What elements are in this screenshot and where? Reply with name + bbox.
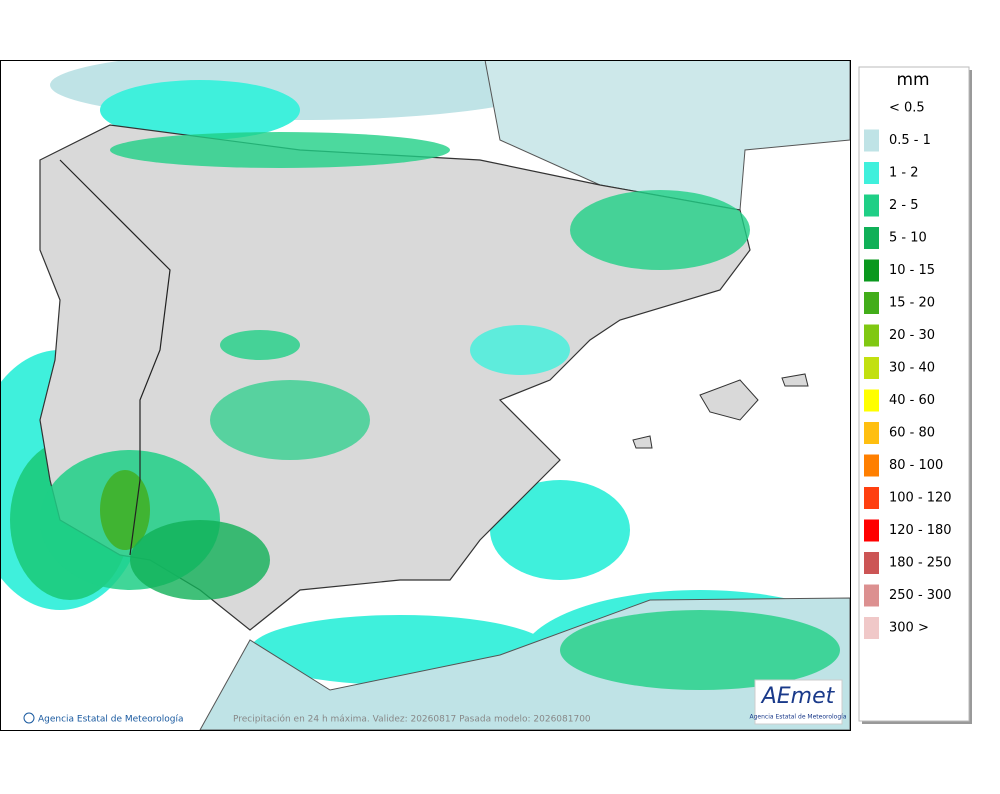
legend-swatch: [864, 227, 879, 249]
legend-label: 60 - 80: [889, 426, 935, 441]
legend-swatch: [864, 162, 879, 184]
legend-label: 2 - 5: [889, 198, 919, 213]
legend-swatch: [864, 389, 879, 412]
map: [1, 60, 850, 730]
logo-subtitle: Agencia Estatal de Meteorología: [750, 714, 847, 721]
legend-swatch: [864, 259, 879, 282]
copyright-icon: [23, 712, 35, 724]
legend-swatch: [864, 487, 879, 509]
legend-label: 1 - 2: [889, 166, 919, 181]
legend-label: 80 - 100: [889, 458, 943, 473]
legend-swatch: [864, 357, 879, 379]
legend-label: 20 - 30: [889, 328, 935, 343]
legend-label: 300 >: [889, 621, 929, 636]
legend-swatch: [864, 617, 879, 639]
legend-swatch: [864, 129, 879, 152]
legend-swatch: [864, 324, 879, 347]
legend-label: 40 - 60: [889, 393, 935, 408]
legend-label: 15 - 20: [889, 296, 935, 311]
legend-swatch: [864, 552, 879, 574]
legend-swatch: [864, 292, 879, 314]
legend-label: 100 - 120: [889, 491, 952, 506]
legend-title: mm: [896, 70, 929, 90]
legend-label: < 0.5: [889, 101, 925, 116]
legend-swatch: [864, 194, 879, 217]
legend-label: 250 - 300: [889, 588, 952, 603]
legend-label: 0.5 - 1: [889, 133, 931, 148]
legend-label: 10 - 15: [889, 263, 935, 278]
agency-credit: Agencia Estatal de Meteorología: [38, 715, 184, 725]
legend-label: 30 - 40: [889, 361, 935, 376]
caption: Precipitación en 24 h máxima. Validez: 2…: [233, 714, 591, 725]
legend-swatch: [864, 584, 879, 607]
legend-label: 180 - 250: [889, 556, 952, 571]
legend-label: 120 - 180: [889, 523, 952, 538]
legend-swatch: [864, 422, 879, 444]
logo-name: AEmet: [760, 684, 836, 709]
map-frame: [0, 60, 851, 731]
legend-swatch: [864, 519, 879, 542]
legend-label: 5 - 10: [889, 231, 927, 246]
legend-swatch: [864, 454, 879, 477]
